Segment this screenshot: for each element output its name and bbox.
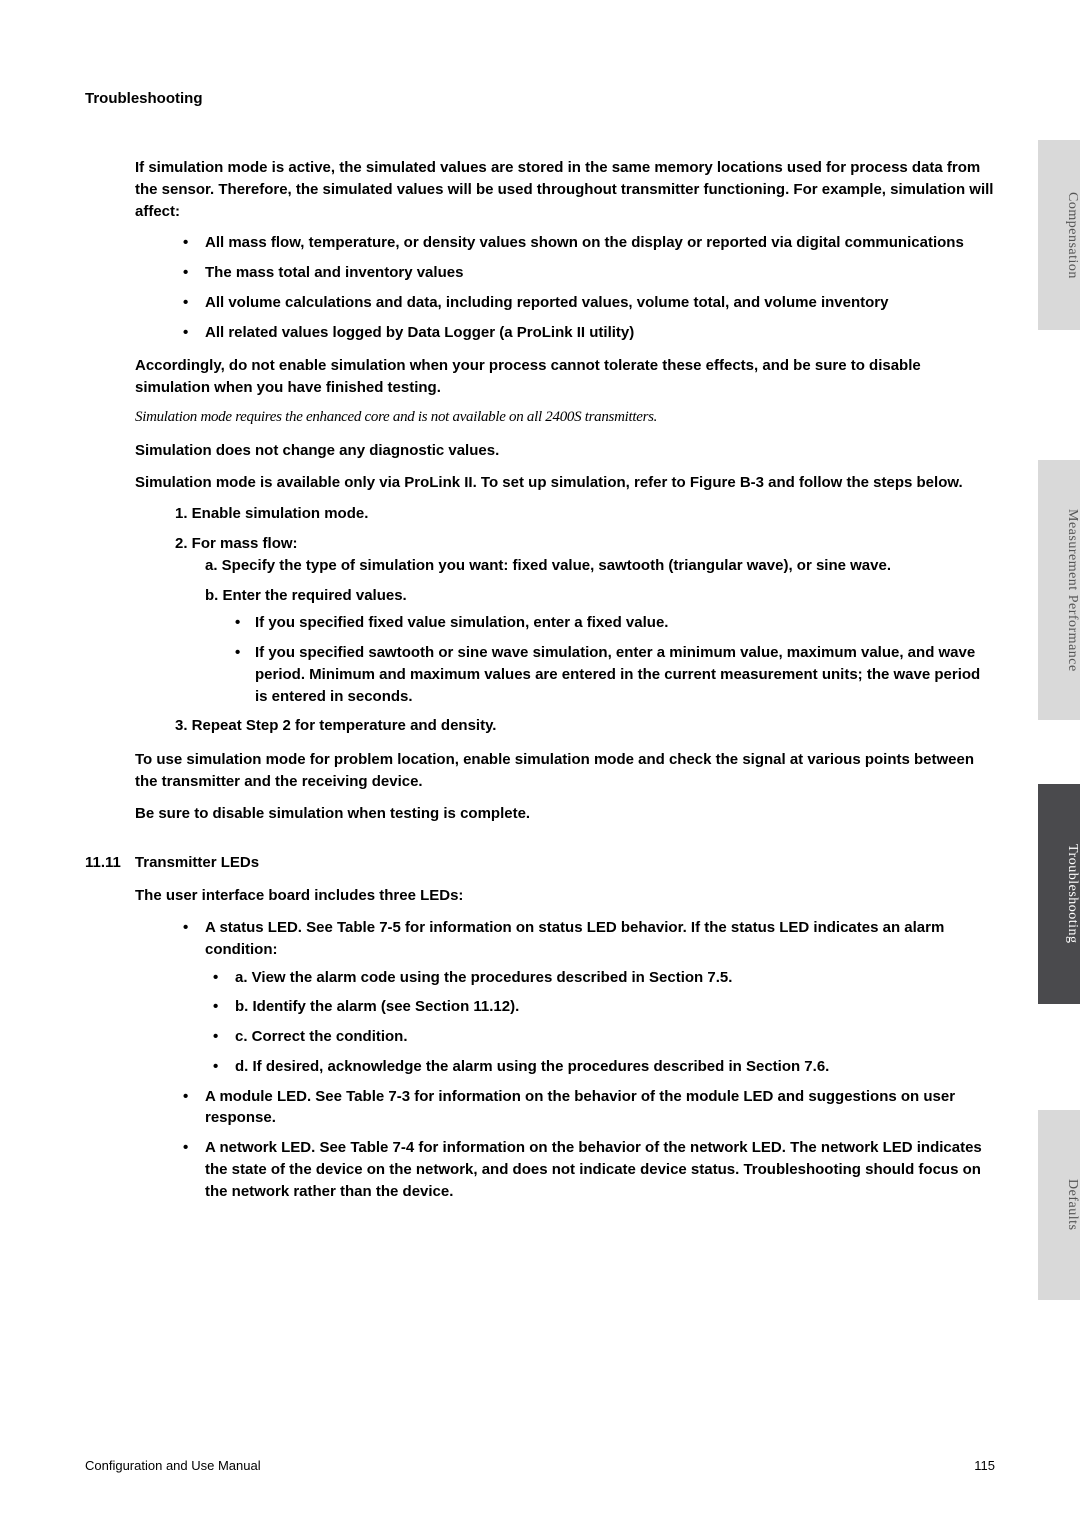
numbered-list: 1. Enable simulation mode. 2. For mass f…: [175, 503, 995, 737]
footer-left: Configuration and Use Manual: [85, 1458, 261, 1473]
subsection-number: 11.11: [85, 854, 121, 871]
paragraph: Be sure to disable simulation when testi…: [135, 803, 995, 825]
list-item: c. Correct the condition.: [205, 1026, 995, 1048]
list-item-label: 2. For mass flow:: [175, 535, 298, 552]
page-content: Troubleshooting If simulation mode is ac…: [0, 0, 1080, 1274]
side-tab-defaults[interactable]: Defaults: [1038, 1110, 1080, 1300]
list-item: b. Identify the alarm (see Section 11.12…: [205, 996, 995, 1018]
page-header: Troubleshooting: [85, 90, 995, 107]
list-item: A status LED. See Table 7-5 for informat…: [175, 917, 995, 1078]
bullet-list: A status LED. See Table 7-5 for informat…: [175, 917, 995, 1202]
paragraph: Accordingly, do not enable simulation wh…: [135, 355, 995, 399]
side-tab-compensation[interactable]: Compensation: [1038, 140, 1080, 330]
side-tab-measurement[interactable]: Measurement Performance: [1038, 460, 1080, 720]
list-item: a. View the alarm code using the procedu…: [205, 967, 995, 989]
list-item: a. Specify the type of simulation you wa…: [205, 555, 995, 577]
list-item: All related values logged by Data Logger…: [175, 322, 995, 344]
list-item: If you specified fixed value simulation,…: [233, 612, 995, 634]
list-item: b. Enter the required values. If you spe…: [205, 585, 995, 708]
paragraph: To use simulation mode for problem locat…: [135, 749, 995, 793]
list-item: A network LED. See Table 7-4 for informa…: [175, 1137, 995, 1202]
footer-right: 115: [974, 1458, 995, 1473]
list-item: 2. For mass flow: a. Specify the type of…: [175, 533, 995, 707]
list-item-label: A status LED. See Table 7-5 for informat…: [205, 919, 944, 958]
paragraph: Simulation mode is available only via Pr…: [135, 472, 995, 494]
paragraph: Simulation does not change any diagnosti…: [135, 440, 995, 462]
page-footer: Configuration and Use Manual 115: [85, 1458, 995, 1473]
list-item: d. If desired, acknowledge the alarm usi…: [205, 1056, 995, 1078]
sub-list: a. Specify the type of simulation you wa…: [205, 555, 995, 708]
inner-bullet-list: If you specified fixed value simulation,…: [233, 612, 995, 707]
list-item: 3. Repeat Step 2 for temperature and den…: [175, 715, 995, 737]
side-tab-troubleshooting[interactable]: Troubleshooting: [1038, 784, 1080, 1004]
subsection-heading: 11.11 Transmitter LEDs: [85, 854, 995, 871]
note-text: Simulation mode requires the enhanced co…: [135, 409, 995, 426]
bullet-list: All mass flow, temperature, or density v…: [175, 232, 995, 343]
subsection-title: Transmitter LEDs: [135, 854, 259, 871]
list-item: If you specified sawtooth or sine wave s…: [233, 642, 995, 707]
list-item: 1. Enable simulation mode.: [175, 503, 995, 525]
sub-list: a. View the alarm code using the procedu…: [205, 967, 995, 1078]
list-item: The mass total and inventory values: [175, 262, 995, 284]
side-tab-bar: Compensation Measurement Performance Tro…: [1038, 0, 1080, 1527]
list-item: A module LED. See Table 7-3 for informat…: [175, 1086, 995, 1130]
paragraph: If simulation mode is active, the simula…: [135, 157, 995, 222]
list-item-label: b. Enter the required values.: [205, 587, 407, 604]
paragraph: The user interface board includes three …: [135, 885, 995, 907]
list-item: All volume calculations and data, includ…: [175, 292, 995, 314]
list-item: All mass flow, temperature, or density v…: [175, 232, 995, 254]
